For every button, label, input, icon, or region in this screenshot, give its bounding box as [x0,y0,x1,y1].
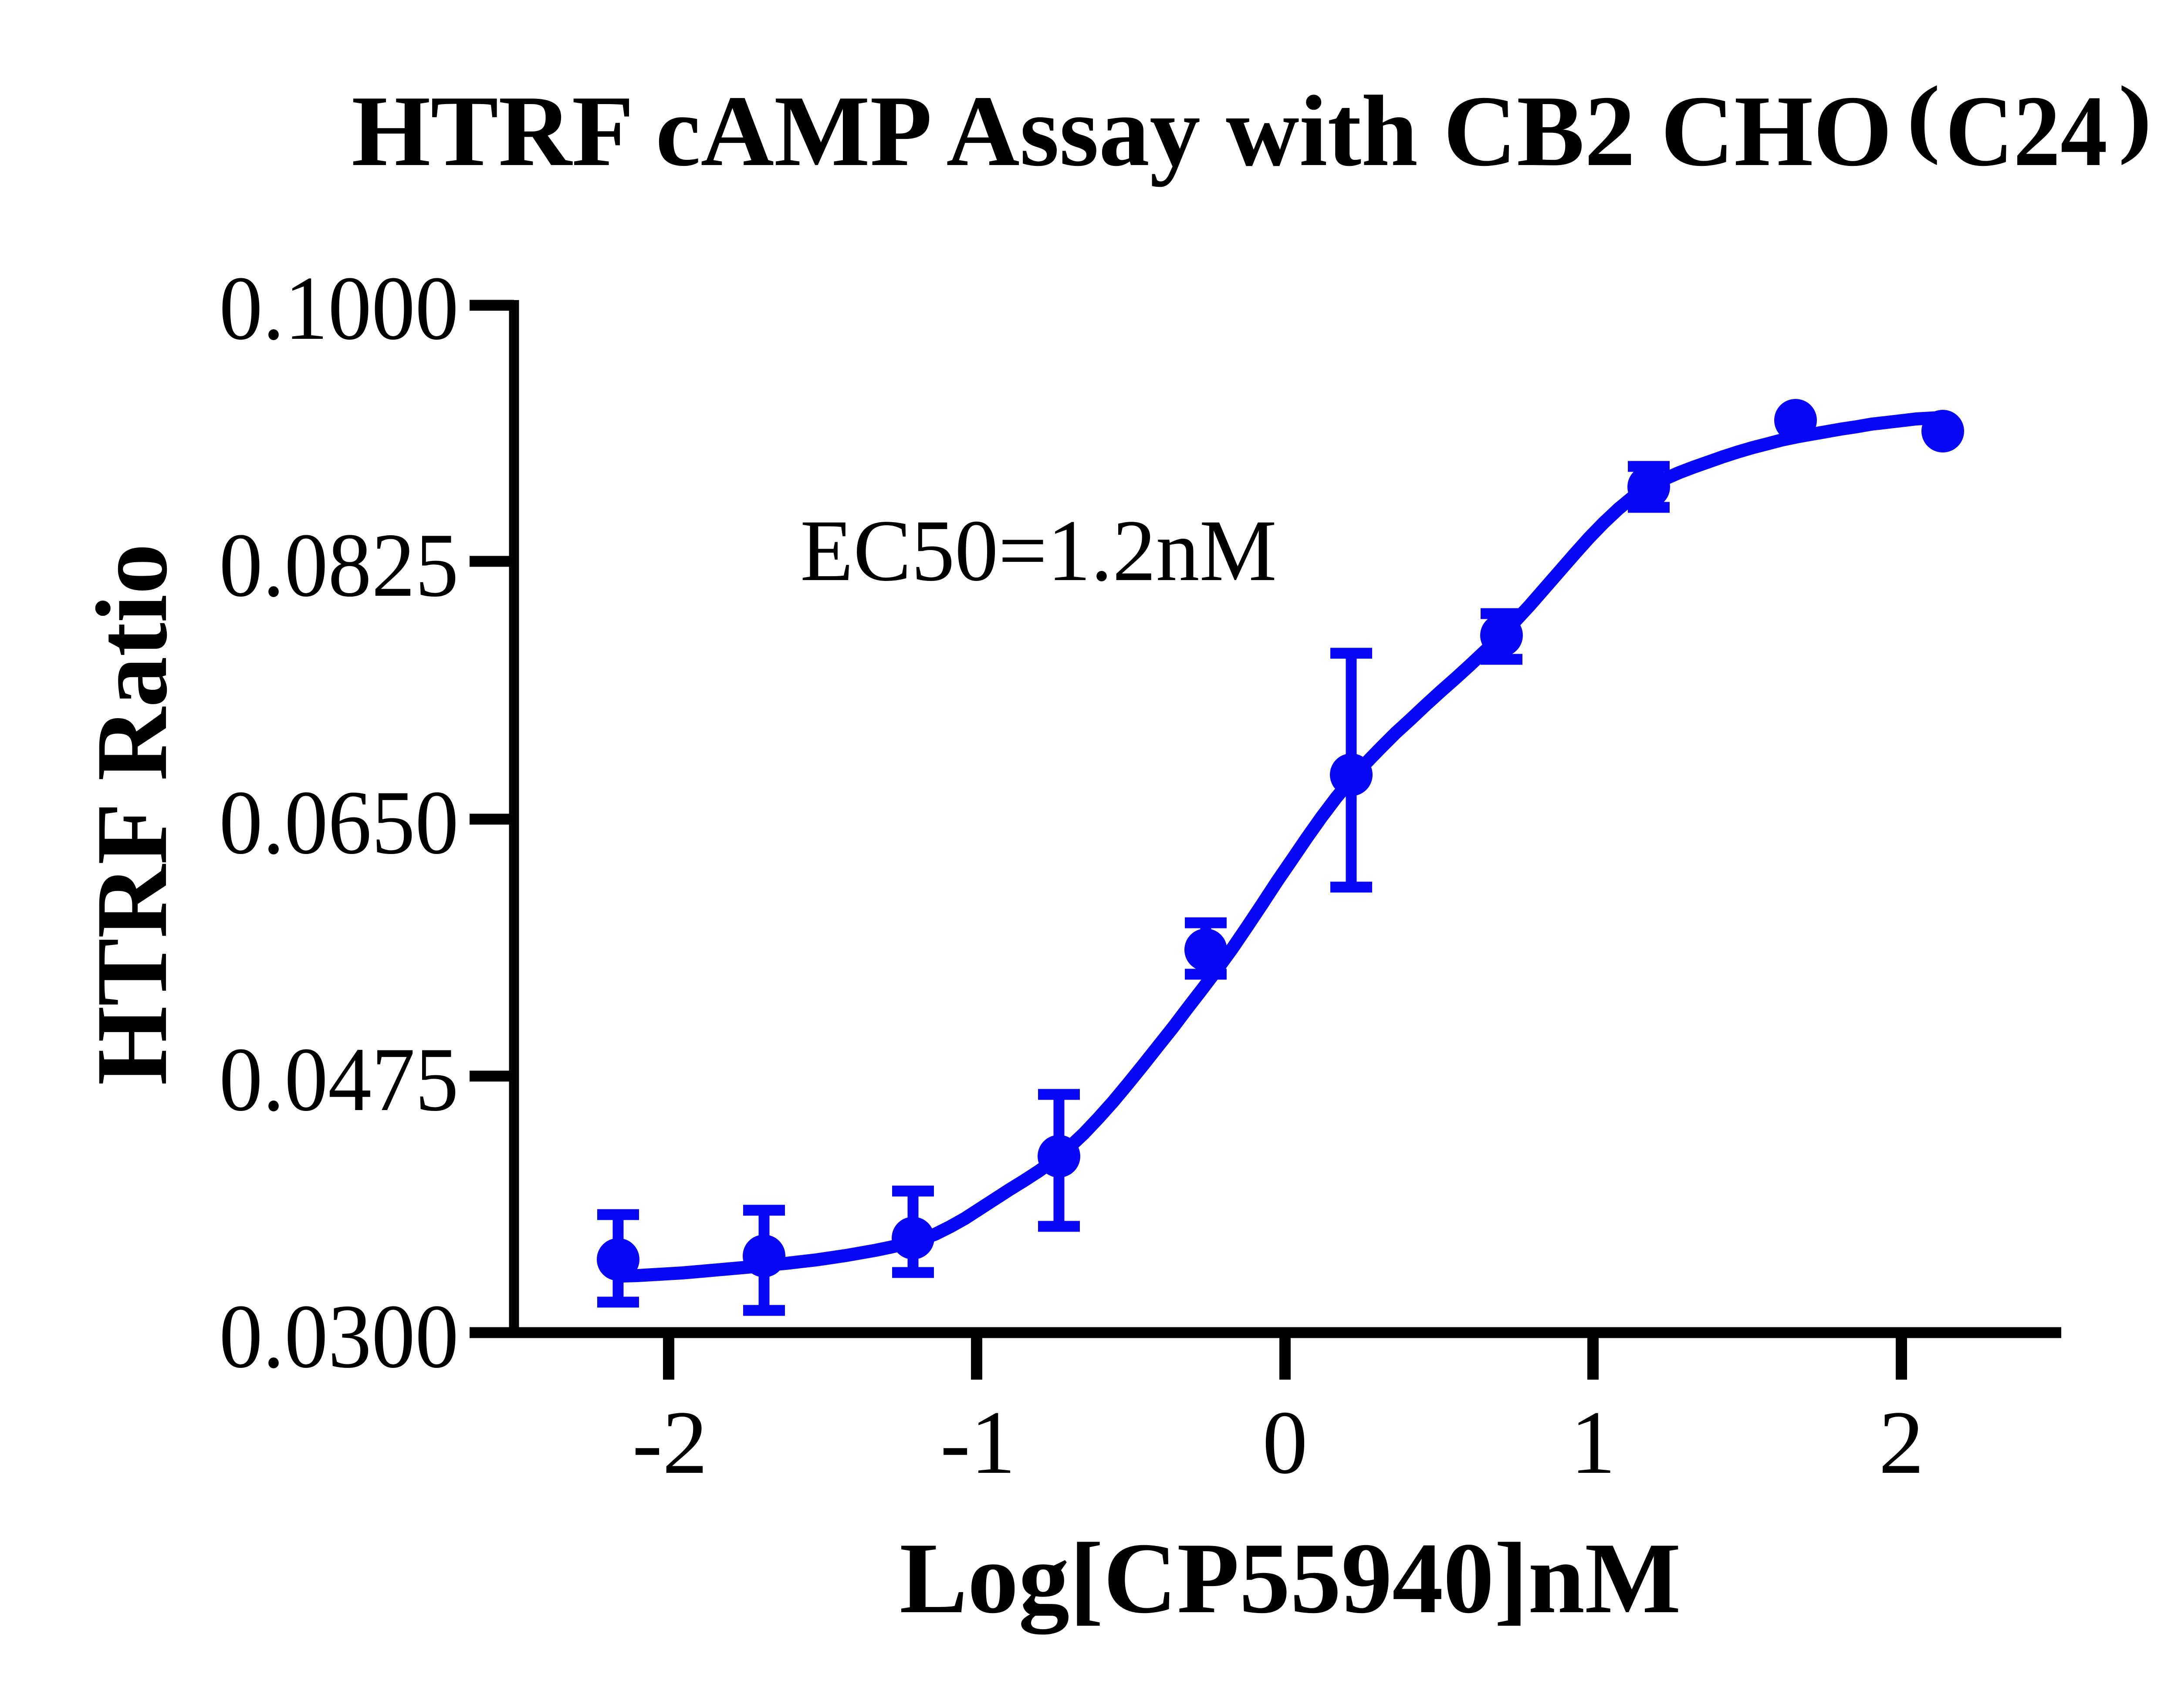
svg-text:2: 2 [1879,1392,1924,1492]
svg-text:0: 0 [1262,1392,1308,1492]
svg-text:EC50=1.2nM: EC50=1.2nM [800,502,1277,599]
svg-text:0.1000: 0.1000 [219,258,459,359]
svg-text:0.0300: 0.0300 [219,1286,459,1387]
svg-text:HTRF Ratio: HTRF Ratio [75,543,188,1085]
svg-text:0.0475: 0.0475 [219,1029,459,1130]
svg-text:Log[CP55940]nM: Log[CP55940]nM [900,1522,1681,1635]
svg-text:-1: -1 [940,1392,1015,1492]
svg-text:0.0650: 0.0650 [219,772,459,873]
svg-text:1: 1 [1570,1392,1616,1492]
svg-text:-2: -2 [632,1392,707,1492]
svg-text:HTRF cAMP Assay with CB2 CHO: HTRF cAMP Assay with CB2 CHO [352,75,1892,187]
svg-text:0.0825: 0.0825 [219,515,459,616]
svg-text:C24: C24 [1945,75,2107,187]
svg-text:(: ( [1907,68,1940,165]
svg-text:): ) [2118,68,2152,165]
